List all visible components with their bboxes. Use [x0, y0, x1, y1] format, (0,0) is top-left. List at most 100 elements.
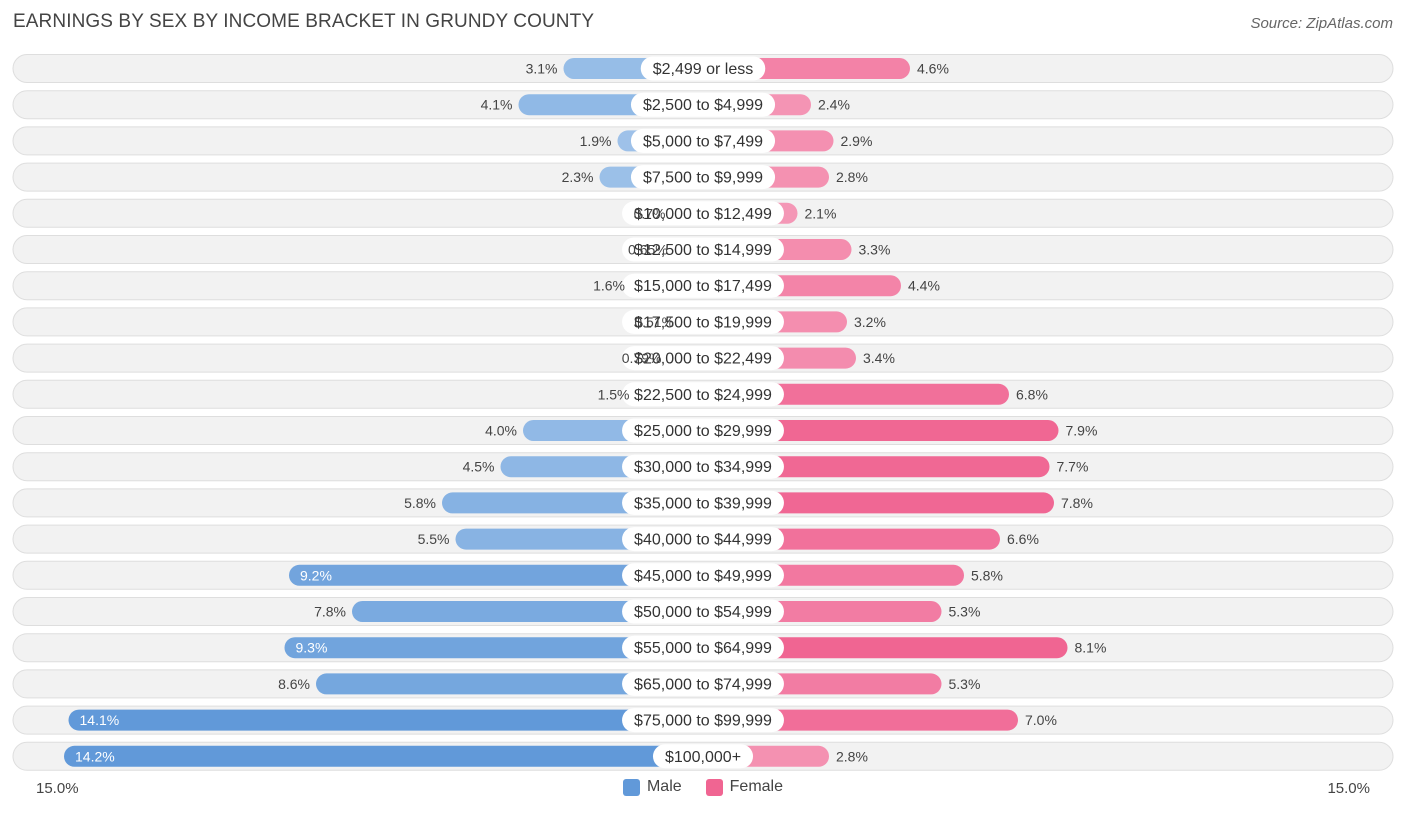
- category-pill: [622, 563, 784, 588]
- category-label: $55,000 to $64,999: [634, 640, 772, 657]
- category-pill: [630, 92, 776, 117]
- category-label: $25,000 to $29,999: [634, 423, 772, 440]
- chart-row: $40,000 to $44,999 5.5% 6.6%: [12, 524, 1394, 554]
- category-label: $2,500 to $4,999: [643, 97, 763, 114]
- category-label: $65,000 to $74,999: [634, 676, 772, 693]
- chart-row: $65,000 to $74,999 8.6% 5.3%: [12, 669, 1394, 699]
- bar-male: [64, 745, 715, 767]
- legend-swatch-female: [705, 778, 723, 796]
- category-pill: [622, 346, 784, 371]
- chart-row: $55,000 to $64,999 9.3% 8.1%: [12, 633, 1394, 663]
- value-label-male: 0.65%: [628, 242, 668, 258]
- value-label-male: 9.3%: [296, 640, 328, 656]
- bar-female: [691, 420, 1059, 441]
- category-label: $5,000 to $7,499: [643, 133, 763, 150]
- value-label-male: 14.1%: [80, 712, 120, 728]
- category-pill: [630, 128, 776, 153]
- value-label-female: 3.3%: [859, 242, 891, 258]
- category-label: $40,000 to $44,999: [634, 532, 772, 549]
- category-label: $10,000 to $12,499: [634, 206, 772, 223]
- value-label-female: 6.6%: [1007, 531, 1039, 547]
- value-label-male: 3.1%: [526, 61, 558, 77]
- category-label: $17,500 to $19,999: [634, 314, 772, 331]
- value-label-male: 7.8%: [314, 604, 346, 620]
- chart-row: $7,500 to $9,999 2.3% 2.8%: [12, 162, 1394, 192]
- category-label: $100,000+: [665, 749, 741, 766]
- chart-row: $2,499 or less 3.1% 4.6%: [12, 54, 1394, 83]
- value-label-female: 2.1%: [805, 205, 837, 221]
- category-pill: [622, 418, 784, 443]
- category-pill: [622, 635, 784, 660]
- value-label-female: 7.9%: [1066, 423, 1098, 439]
- value-label-female: 7.8%: [1061, 495, 1093, 511]
- value-label-female: 2.4%: [818, 97, 850, 113]
- legend-label-male: Male: [646, 778, 682, 795]
- value-label-female: 3.2%: [854, 314, 886, 330]
- value-label-female: 7.7%: [1057, 459, 1089, 475]
- value-label-female: 2.9%: [841, 133, 873, 149]
- category-pill: [622, 671, 784, 696]
- legend-swatch-male: [622, 778, 640, 796]
- value-label-male: 14.2%: [75, 748, 115, 764]
- category-pill: [622, 490, 784, 515]
- legend-item-female[interactable]: Female: [705, 778, 784, 796]
- value-label-female: 2.8%: [836, 169, 868, 185]
- category-label: $7,500 to $9,999: [643, 170, 763, 187]
- category-pill: [622, 527, 784, 552]
- bar-male: [316, 673, 715, 695]
- value-label-female: 6.8%: [1016, 386, 1048, 402]
- category-pill: [622, 708, 784, 733]
- value-label-female: 3.4%: [863, 350, 895, 366]
- chart-row: $2,500 to $4,999 4.1% 2.4%: [12, 90, 1394, 120]
- bar-female: [691, 637, 1068, 659]
- value-label-male: 5.8%: [404, 495, 436, 511]
- value-label-male: 4.1%: [481, 97, 513, 113]
- bar-male: [68, 709, 715, 731]
- value-label-male: 0.79%: [622, 350, 662, 366]
- category-pill: [640, 56, 766, 81]
- source-label[interactable]: Source: ZipAtlas.com: [1250, 15, 1393, 32]
- axis-left-label: 15.0%: [36, 780, 79, 797]
- chart-row: $45,000 to $49,999 9.2% 5.8%: [12, 560, 1394, 590]
- value-label-male: 1.9%: [580, 133, 612, 149]
- value-label-female: 5.3%: [949, 604, 981, 620]
- category-label: $35,000 to $39,999: [634, 495, 772, 512]
- category-label: $12,500 to $14,999: [634, 242, 772, 259]
- chart-row: $100,000+ 14.2% 2.8%: [12, 741, 1394, 771]
- category-pill: [630, 165, 776, 190]
- value-label-female: 4.4%: [908, 278, 940, 294]
- category-label: $22,500 to $24,999: [634, 387, 772, 404]
- chart-row: $5,000 to $7,499 1.9% 2.9%: [12, 126, 1394, 156]
- value-label-female: 2.8%: [836, 748, 868, 764]
- value-label-male: 2.3%: [562, 169, 594, 185]
- chart-row: $75,000 to $99,999 14.1% 7.0%: [12, 705, 1394, 735]
- value-label-male: 9.2%: [300, 567, 332, 583]
- category-label: $75,000 to $99,999: [634, 713, 772, 730]
- value-label-male: 5.5%: [418, 531, 450, 547]
- category-label: $30,000 to $34,999: [634, 459, 772, 476]
- category-pill: [652, 744, 754, 769]
- legend-label-female: Female: [729, 778, 784, 795]
- chart-row: $30,000 to $34,999 4.5% 7.7%: [12, 452, 1394, 482]
- category-label: $15,000 to $17,499: [634, 278, 772, 295]
- value-label-male: 1.5%: [598, 386, 630, 402]
- value-label-male: 0.7%: [634, 205, 666, 221]
- value-label-female: 5.3%: [949, 676, 981, 692]
- axis-right-label: 15.0%: [1327, 780, 1370, 797]
- category-pill: [622, 273, 784, 298]
- value-label-male: 8.6%: [278, 676, 310, 692]
- chart-row: $15,000 to $17,499 1.6% 4.4%: [12, 271, 1394, 301]
- legend-item-male[interactable]: Male: [622, 778, 682, 796]
- legend: Male Female: [0, 778, 1406, 796]
- value-label-male: 1.6%: [593, 278, 625, 294]
- chart-row: $50,000 to $54,999 7.8% 5.3%: [12, 597, 1394, 626]
- category-pill: [622, 382, 784, 407]
- value-label-male: 0.51%: [634, 314, 674, 330]
- category-pill: [622, 237, 784, 262]
- value-label-female: 4.6%: [917, 61, 949, 77]
- bar-male: [289, 564, 715, 586]
